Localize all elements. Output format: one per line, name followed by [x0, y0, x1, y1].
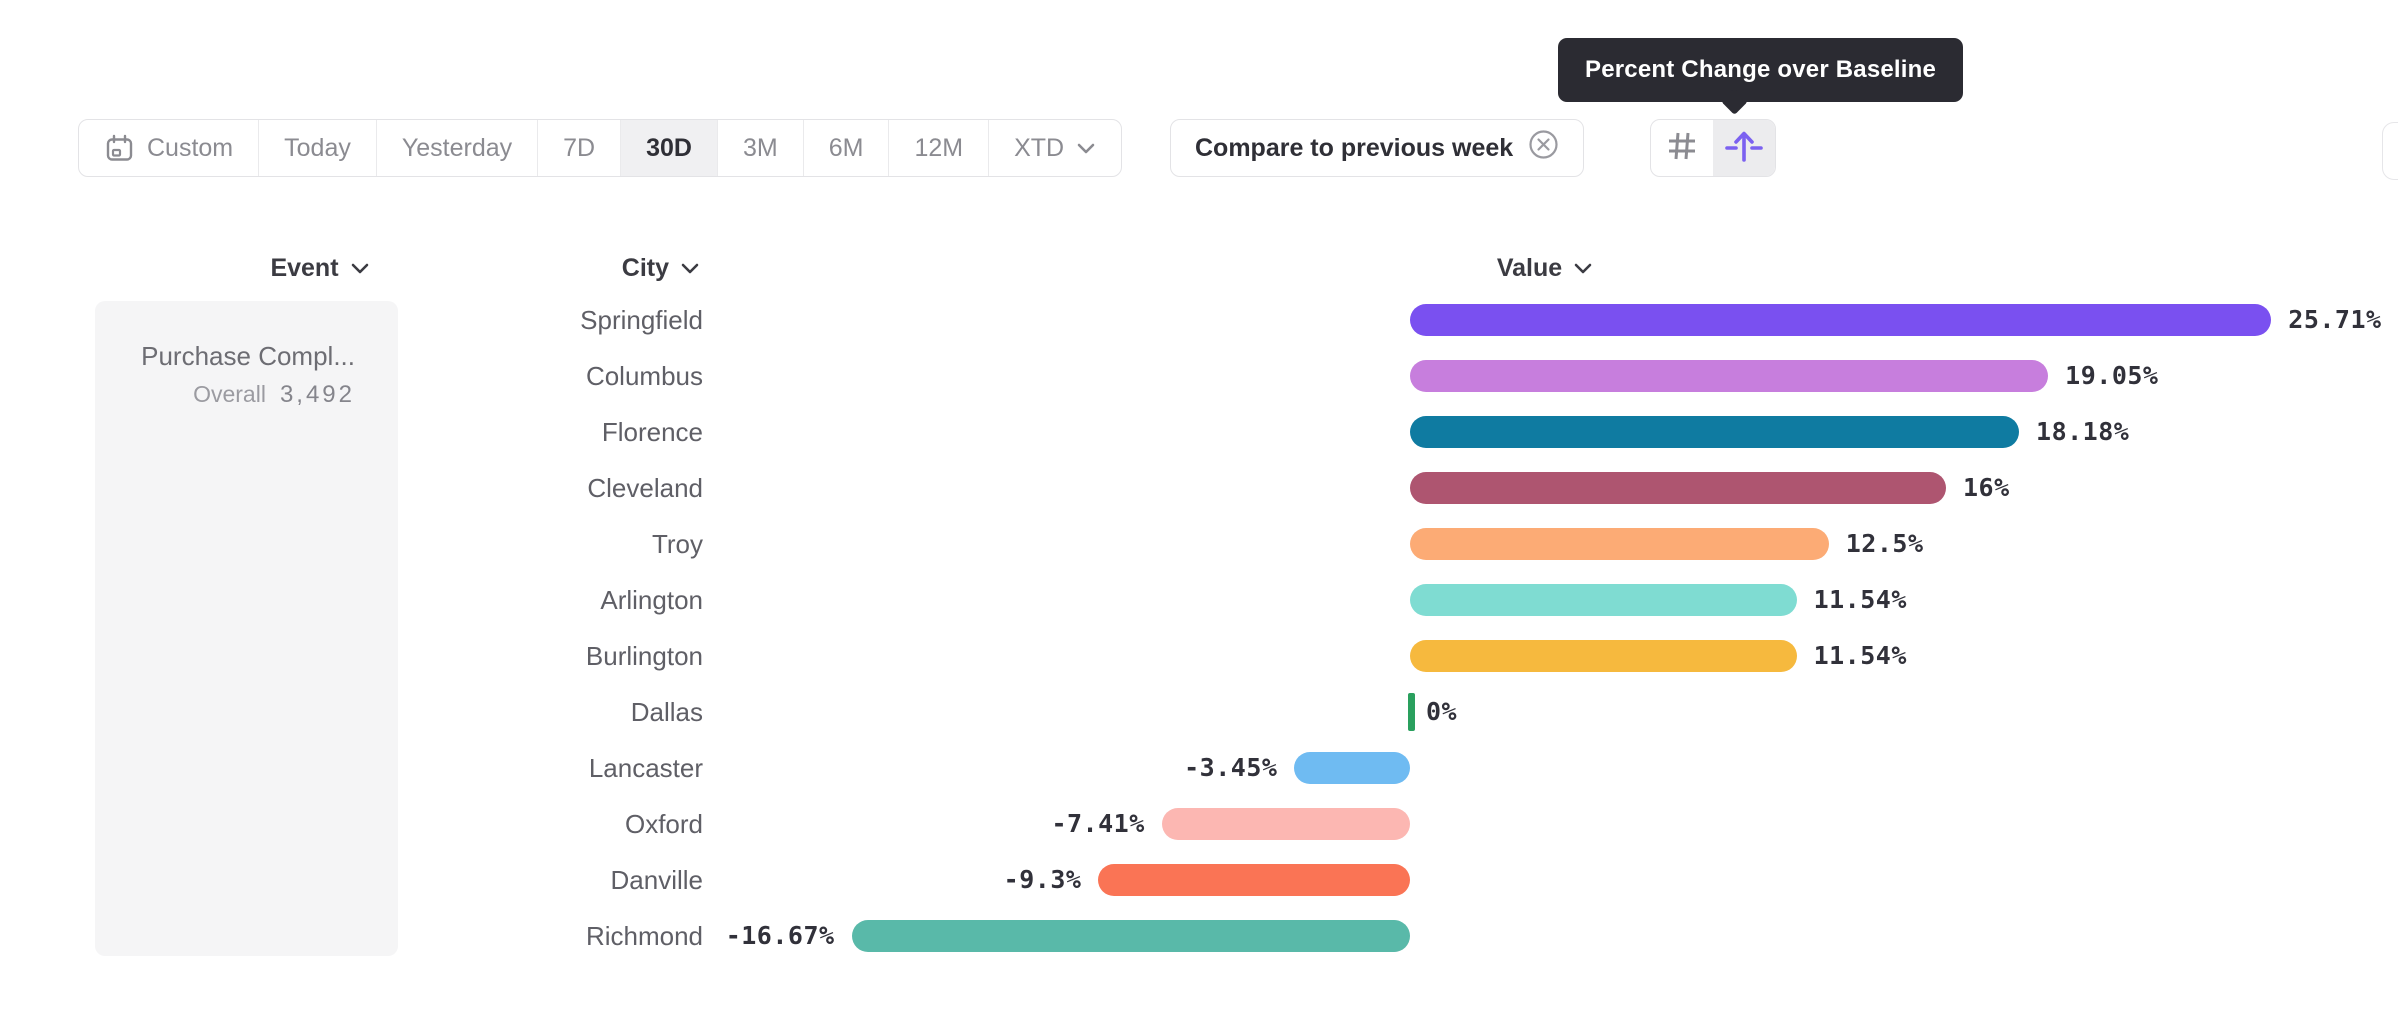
- bar-danville[interactable]: [1098, 864, 1410, 896]
- bar-value-label: -16.67%: [725, 921, 835, 950]
- event-panel[interactable]: Purchase Compl... Overall 3,492: [95, 301, 398, 956]
- column-header-value-label: Value: [1496, 253, 1563, 282]
- bar-value-label: -9.3%: [1003, 865, 1082, 894]
- city-label: Springfield: [580, 305, 703, 335]
- bar-troy[interactable]: [1410, 528, 1829, 560]
- tooltip-percent-change-over-baseline: Percent Change over Baseline: [1558, 38, 1964, 102]
- event-metric-label: Overall: [193, 381, 266, 407]
- city-label: Richmond: [585, 921, 703, 951]
- event-name: Purchase Compl...: [141, 341, 355, 371]
- date-range-label: 6M: [828, 133, 864, 162]
- column-header-event-label: Event: [270, 253, 339, 282]
- chart-row-oxford: Oxford -7.41%: [0, 796, 2398, 852]
- baseline-arrow-icon: [1724, 126, 1764, 171]
- city-label: Lancaster: [588, 753, 703, 783]
- date-range-30d[interactable]: 30D: [620, 120, 717, 176]
- bar-value-label: 0%: [1426, 697, 1458, 726]
- bar-lancaster[interactable]: [1294, 752, 1410, 784]
- calendar-icon: [104, 133, 135, 164]
- column-header-city[interactable]: City: [540, 248, 700, 288]
- bar-value-label: 11.54%: [1813, 585, 1907, 614]
- bar-arlington[interactable]: [1410, 584, 1797, 616]
- event-metric-value: 3,492: [279, 381, 355, 408]
- bar-springfield[interactable]: [1410, 304, 2272, 336]
- bar-value-label: 18.18%: [2036, 417, 2130, 446]
- bar-richmond[interactable]: [851, 920, 1410, 952]
- chart-row-danville: Danville -9.3%: [0, 852, 2398, 908]
- city-label: Florence: [601, 417, 703, 447]
- chart-row-lancaster: Lancaster -3.45%: [0, 740, 2398, 796]
- date-range-label: Today: [284, 133, 351, 162]
- bar-value-label: -7.41%: [1051, 809, 1145, 838]
- grid-icon: [1665, 129, 1699, 168]
- chart-row-springfield: Springfield 25.71%: [0, 292, 2398, 348]
- date-range-6m[interactable]: 6M: [802, 120, 889, 176]
- date-range-label: Yesterday: [401, 133, 513, 162]
- date-range-label: 3M: [742, 133, 778, 162]
- bar-value-label: 11.54%: [1813, 641, 1907, 670]
- chevron-down-icon: [680, 262, 700, 275]
- chevron-down-icon: [350, 262, 370, 275]
- bar-value-label: 25.71%: [2288, 305, 2382, 334]
- city-label: Troy: [651, 529, 703, 559]
- compare-to-previous-week-button[interactable]: Compare to previous week: [1170, 119, 1585, 177]
- bar-chart: Springfield 25.71% Columbus 19.05% Florence 1…: [0, 292, 2398, 964]
- city-label: Columbus: [585, 361, 703, 391]
- bar-burlington[interactable]: [1410, 640, 1797, 672]
- chart-row-columbus: Columbus 19.05%: [0, 348, 2398, 404]
- city-label: Danville: [610, 865, 704, 895]
- compare-button-label: Compare to previous week: [1195, 133, 1514, 162]
- tooltip-text: Percent Change over Baseline: [1585, 56, 1937, 83]
- chart-row-cleveland: Cleveland 16%: [0, 460, 2398, 516]
- city-label: Burlington: [585, 641, 703, 671]
- date-range-12m[interactable]: 12M: [888, 120, 988, 176]
- chart-row-burlington: Burlington 11.54%: [0, 628, 2398, 684]
- date-range-7d[interactable]: 7D: [537, 120, 620, 176]
- date-range-xtd[interactable]: XTD: [988, 120, 1121, 176]
- view-toggle-percent-change-over-baseline[interactable]: [1713, 120, 1775, 176]
- city-label: Cleveland: [587, 473, 703, 503]
- bar-columbus[interactable]: [1410, 360, 2049, 392]
- bar-florence[interactable]: [1410, 416, 2020, 448]
- bar-oxford[interactable]: [1161, 808, 1410, 840]
- date-range-label: 30D: [646, 133, 692, 162]
- date-range-today[interactable]: Today: [258, 120, 376, 176]
- date-range-label: Custom: [147, 133, 234, 162]
- bar-value-label: 19.05%: [2065, 361, 2159, 390]
- close-circle-icon[interactable]: [1528, 129, 1559, 167]
- date-range-label: 12M: [914, 133, 964, 162]
- chart-row-dallas: Dallas 0%: [0, 684, 2398, 740]
- chart-row-richmond: Richmond -16.67%: [0, 908, 2398, 964]
- bar-cleveland[interactable]: [1410, 472, 1946, 504]
- column-header-city-label: City: [621, 253, 669, 282]
- date-range-yesterday[interactable]: Yesterday: [375, 120, 537, 176]
- bar-value-label: 12.5%: [1845, 529, 1924, 558]
- city-label: Arlington: [600, 585, 703, 615]
- bar-dallas[interactable]: [1408, 693, 1415, 731]
- view-toggle-grid-view[interactable]: [1651, 120, 1713, 176]
- date-range-3m[interactable]: 3M: [716, 120, 803, 176]
- event-metric: Overall 3,492: [95, 381, 355, 409]
- bar-value-label: -3.45%: [1184, 753, 1278, 782]
- date-range-label: XTD: [1014, 133, 1065, 162]
- date-range-custom[interactable]: Custom: [79, 120, 258, 176]
- city-label: Oxford: [624, 809, 703, 839]
- column-header-value[interactable]: Value: [1465, 248, 1625, 288]
- column-header-event[interactable]: Event: [240, 248, 400, 288]
- city-label: Dallas: [630, 697, 703, 727]
- chevron-down-icon: [1076, 142, 1096, 155]
- bar-value-label: 16%: [1963, 473, 2010, 502]
- date-range-control: Custom Today Yesterday 7D 30D 3M 6M 12M XTD: [78, 119, 1123, 177]
- date-range-label: 7D: [563, 133, 596, 162]
- chart-row-florence: Florence 18.18%: [0, 404, 2398, 460]
- partial-offscreen-button[interactable]: [2382, 122, 2398, 180]
- chart-row-troy: Troy 12.5%: [0, 516, 2398, 572]
- chart-row-arlington: Arlington 11.54%: [0, 572, 2398, 628]
- chevron-down-icon: [1573, 262, 1593, 275]
- chart-view-toggle: [1650, 119, 1776, 177]
